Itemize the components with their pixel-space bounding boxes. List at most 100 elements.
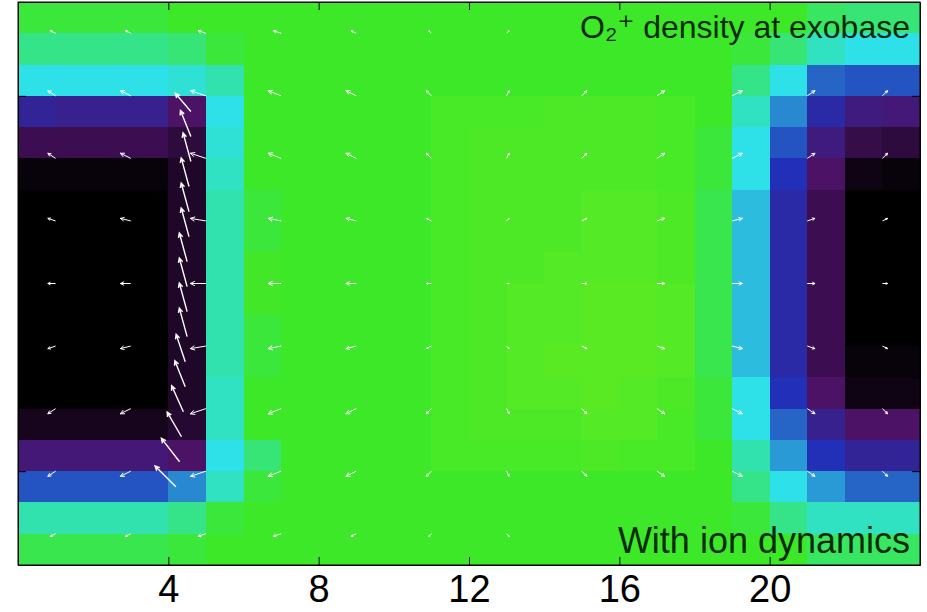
cell xyxy=(93,33,131,65)
cell xyxy=(807,96,845,128)
cell xyxy=(93,471,131,503)
arrow xyxy=(268,346,281,350)
tick xyxy=(18,284,26,285)
cell xyxy=(281,127,319,159)
cell xyxy=(544,158,582,190)
cell xyxy=(732,158,770,190)
cell xyxy=(469,440,507,472)
cell xyxy=(131,221,169,253)
arrow xyxy=(48,91,56,96)
arrow xyxy=(120,217,130,221)
arrow xyxy=(48,346,56,349)
cell xyxy=(206,127,244,159)
cell xyxy=(356,284,394,316)
arrow xyxy=(582,283,587,285)
cell xyxy=(657,190,695,222)
cell xyxy=(544,252,582,284)
cell xyxy=(882,377,920,409)
arrow xyxy=(582,409,587,414)
arrow xyxy=(346,153,356,158)
cell xyxy=(582,502,620,534)
arrow xyxy=(172,386,184,412)
cell xyxy=(168,377,206,409)
arrow xyxy=(48,218,56,221)
cell xyxy=(845,315,883,347)
cell xyxy=(582,409,620,441)
cell xyxy=(732,440,770,472)
arrow xyxy=(126,31,131,34)
cell xyxy=(319,127,357,159)
cell xyxy=(56,2,94,34)
cell xyxy=(281,534,319,565)
cell xyxy=(695,377,733,409)
cell xyxy=(807,346,845,378)
cell xyxy=(93,346,131,378)
cell xyxy=(882,315,920,347)
cell xyxy=(131,96,169,128)
cell xyxy=(131,158,169,190)
cell xyxy=(394,221,432,253)
cell xyxy=(394,409,432,441)
tick xyxy=(912,471,920,472)
arrow xyxy=(178,258,187,287)
tick-label: 8 xyxy=(309,568,330,610)
arrow xyxy=(268,217,281,221)
cell xyxy=(131,127,169,159)
arrow xyxy=(126,534,131,537)
arrow xyxy=(50,534,55,537)
cell xyxy=(56,127,94,159)
cell xyxy=(619,409,657,441)
arrow xyxy=(50,31,55,34)
cell xyxy=(732,315,770,347)
cell xyxy=(882,440,920,472)
y-axis xyxy=(18,3,26,566)
vector-field xyxy=(48,30,888,536)
cell xyxy=(770,284,808,316)
cell xyxy=(469,190,507,222)
cell xyxy=(281,346,319,378)
arrow xyxy=(882,346,887,349)
tick: 4 xyxy=(158,557,179,610)
cell xyxy=(695,471,733,503)
cell xyxy=(544,377,582,409)
arrow xyxy=(732,282,742,286)
tick-mark xyxy=(168,557,169,565)
arrow xyxy=(426,91,431,96)
cell xyxy=(319,502,357,534)
cell xyxy=(657,440,695,472)
arrow xyxy=(882,471,887,476)
cell xyxy=(56,190,94,222)
cell xyxy=(56,440,94,472)
arrow xyxy=(657,346,665,349)
cell xyxy=(845,471,883,503)
cell xyxy=(356,346,394,378)
cell xyxy=(319,2,357,34)
cell xyxy=(56,252,94,284)
cell xyxy=(732,190,770,222)
cell xyxy=(356,127,394,159)
cell xyxy=(56,221,94,253)
cell xyxy=(244,190,282,222)
arrow xyxy=(732,471,742,476)
cell xyxy=(394,346,432,378)
cell xyxy=(93,127,131,159)
cell xyxy=(544,96,582,128)
arrow xyxy=(155,466,176,487)
cell xyxy=(431,440,469,472)
y-axis-right-line xyxy=(920,3,921,566)
cell xyxy=(93,377,131,409)
cell xyxy=(168,127,206,159)
cell xyxy=(469,284,507,316)
cell xyxy=(56,377,94,409)
cell xyxy=(168,221,206,253)
cell xyxy=(845,127,883,159)
cell xyxy=(93,96,131,128)
cell xyxy=(732,409,770,441)
cell xyxy=(18,377,56,409)
cell xyxy=(882,284,920,316)
cell xyxy=(807,315,845,347)
arrow xyxy=(582,218,587,221)
cell xyxy=(206,377,244,409)
tick: 20 xyxy=(749,557,791,610)
cell xyxy=(619,440,657,472)
